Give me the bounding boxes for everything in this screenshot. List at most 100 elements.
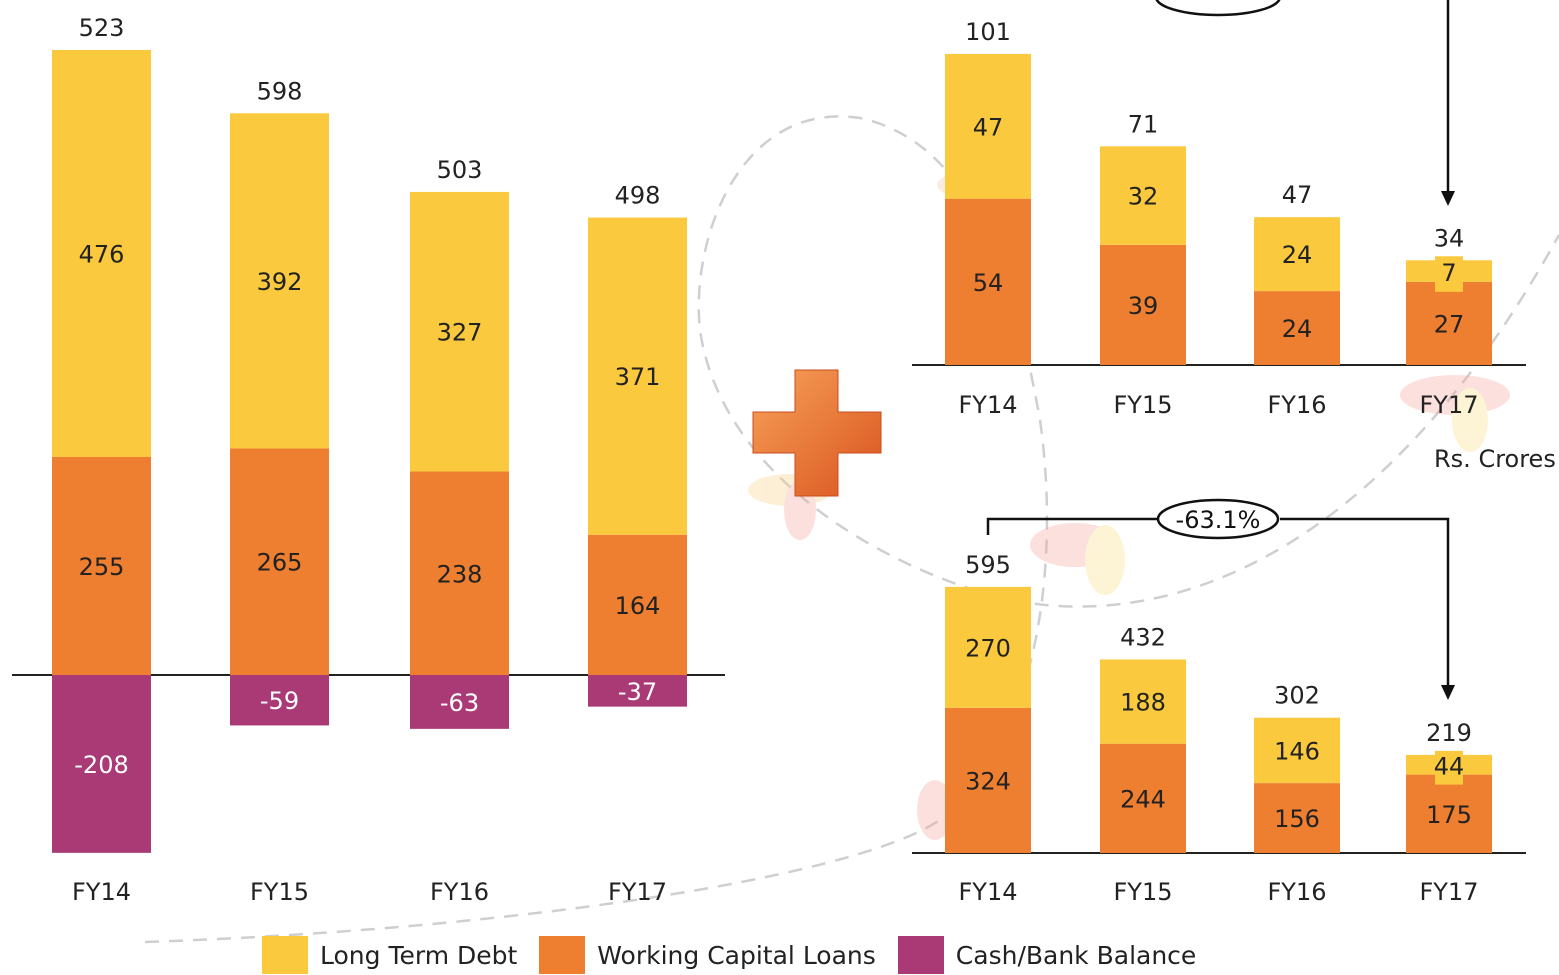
legend-swatch (539, 936, 586, 974)
bar-segment (1100, 743, 1186, 853)
data-label: 270 (965, 634, 1011, 662)
chart-total-debt: 255 476 -208 523 FY14 265 392 -59 598 FY15 238 327 -… (12, 14, 725, 906)
bar-segment (230, 113, 329, 449)
bar-segment (1406, 774, 1492, 853)
bar-segment (588, 675, 687, 707)
total-label: 219 (1426, 719, 1472, 747)
category-label: FY17 (1419, 878, 1478, 906)
legend-swatch (897, 936, 944, 974)
category-label: FY14 (958, 878, 1017, 906)
bar-segment (410, 191, 509, 472)
total-label: 498 (615, 182, 661, 210)
bar-segment (945, 586, 1031, 708)
top-chart-arrow (1155, 0, 1450, 192)
bar-segment (1254, 717, 1340, 784)
bar-segment (1254, 217, 1340, 292)
data-label: -208 (74, 751, 128, 779)
bar-segment (945, 53, 1031, 199)
bottom-chart-bracket (986, 517, 1450, 686)
category-label: FY17 (1419, 391, 1478, 419)
decorative-flowers (748, 171, 1510, 840)
total-label: 598 (257, 77, 303, 105)
bar-segment (410, 471, 509, 675)
total-label: 432 (1120, 623, 1166, 651)
category-label: FY17 (608, 878, 667, 906)
data-label: 324 (965, 767, 1011, 795)
bar-segment (410, 675, 509, 729)
category-label: FY15 (1113, 391, 1172, 419)
top-chart-arrowhead (1441, 191, 1455, 206)
data-label: 327 (437, 319, 483, 347)
category-label: FY16 (1267, 878, 1326, 906)
data-label: 238 (437, 560, 483, 588)
data-label: 188 (1120, 689, 1166, 717)
bar-segment (52, 675, 151, 853)
data-label: 175 (1426, 801, 1472, 829)
category-label: FY14 (72, 878, 131, 906)
bar-segment (230, 448, 329, 675)
chart-net-debt: 324 270 595 FY14 244 188 432 FY15 156 146 302 FY16 1… (912, 551, 1526, 906)
data-label: 371 (615, 363, 661, 391)
bar-segment (52, 456, 151, 675)
data-label: 7 (1441, 259, 1456, 287)
bar-segment (1100, 244, 1186, 365)
plus-icon (752, 369, 882, 497)
total-label: 71 (1128, 110, 1159, 138)
data-label: 44 (1434, 753, 1465, 781)
bar-segment (588, 534, 687, 675)
data-label: 24 (1282, 315, 1313, 343)
data-label: 47 (973, 113, 1004, 141)
data-label: 54 (973, 269, 1004, 297)
category-label: FY16 (1267, 391, 1326, 419)
legend-item-long-term-debt: Long Term Debt (262, 936, 517, 974)
legend-label: Working Capital Loans (597, 940, 876, 970)
data-label: 146 (1274, 737, 1320, 765)
annotation-label: -63.1% (1176, 506, 1261, 534)
legend-label: Long Term Debt (320, 940, 518, 970)
total-label: 34 (1434, 224, 1465, 252)
total-label: 503 (437, 156, 483, 184)
total-label: 302 (1274, 682, 1320, 710)
legend-item-working-capital: Working Capital Loans (539, 936, 876, 974)
label-tab (1435, 256, 1463, 292)
bar-segment (945, 707, 1031, 853)
total-label: 101 (965, 18, 1011, 46)
total-label: 523 (79, 14, 125, 42)
data-label: 255 (79, 553, 125, 581)
bar-segment (1100, 146, 1186, 245)
category-label: FY14 (958, 391, 1017, 419)
bar-segment (52, 49, 151, 457)
bar-segment (1406, 281, 1492, 365)
data-label: 164 (615, 592, 661, 620)
data-label: -59 (260, 687, 299, 715)
total-label: 595 (965, 551, 1011, 579)
data-label: -37 (618, 678, 657, 706)
data-label: 27 (1434, 310, 1465, 338)
label-tab (1435, 750, 1463, 785)
bar-segment (1100, 659, 1186, 744)
legend-item-cash-bank: Cash/Bank Balance (897, 936, 1197, 974)
data-label: 476 (79, 240, 125, 268)
data-label: 24 (1282, 241, 1313, 269)
decorative-swirl (144, 115, 1559, 944)
bar-segment (1254, 783, 1340, 853)
data-label: 156 (1274, 805, 1320, 833)
legend-label: Cash/Bank Balance (955, 940, 1197, 970)
annotation-bubble (1156, 498, 1280, 540)
data-label: 265 (257, 549, 303, 577)
category-label: FY15 (1113, 878, 1172, 906)
category-label: FY15 (250, 878, 309, 906)
data-label: 244 (1120, 785, 1166, 813)
total-label: 47 (1282, 181, 1313, 209)
bar-segment (588, 217, 687, 535)
data-label: 39 (1128, 292, 1159, 320)
bottom-chart-arrowhead (1441, 685, 1455, 700)
unit-note: Rs. Crores (1434, 445, 1556, 473)
chart-interest-cost: 54 47 101 FY14 39 32 71 FY15 24 24 47 FY16 27 7 34 FY17 (912, 18, 1526, 419)
legend-swatch (262, 936, 308, 974)
bar-segment (945, 198, 1031, 365)
category-label: FY16 (430, 878, 489, 906)
data-label: 392 (257, 268, 303, 296)
legend: Long Term Debt Working Capital Loans Cas… (262, 935, 1196, 975)
